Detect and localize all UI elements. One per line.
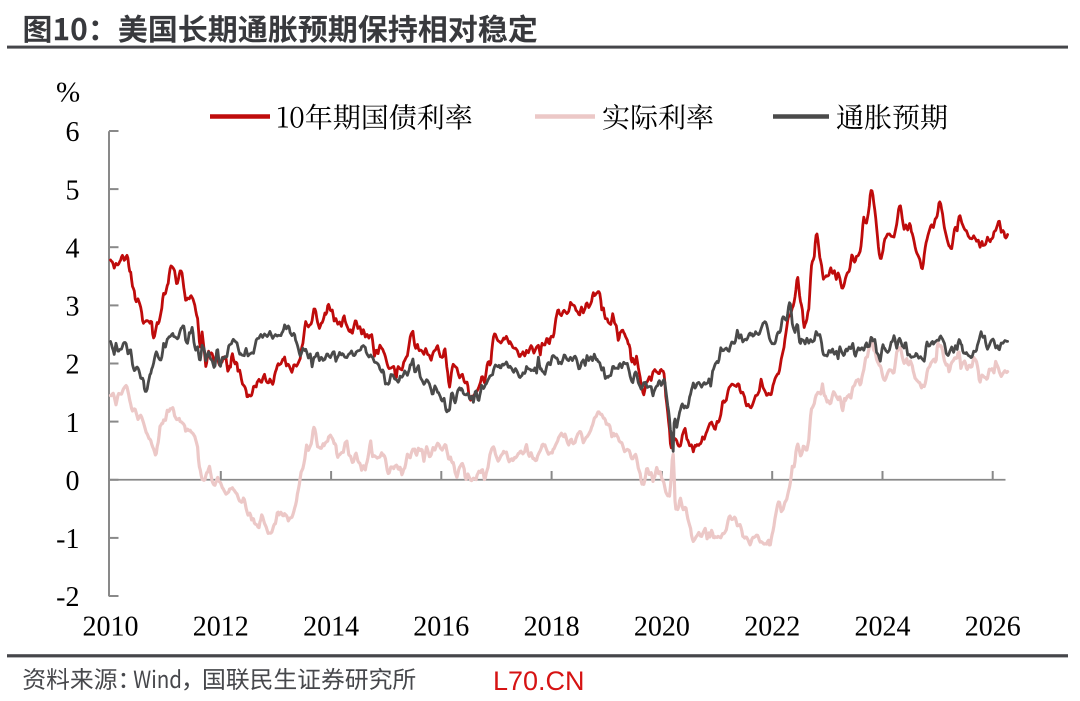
- svg-text:2022: 2022: [744, 612, 800, 643]
- svg-text:6: 6: [66, 117, 80, 148]
- svg-text:3: 3: [66, 292, 80, 323]
- svg-text:1: 1: [66, 408, 80, 439]
- svg-text:2020: 2020: [634, 612, 690, 643]
- svg-text:2010: 2010: [83, 612, 139, 643]
- svg-text:2024: 2024: [855, 612, 911, 643]
- svg-text:2018: 2018: [524, 612, 580, 643]
- svg-text:2016: 2016: [413, 612, 469, 643]
- svg-text:0: 0: [66, 466, 80, 497]
- svg-text:2012: 2012: [193, 612, 249, 643]
- svg-text:2026: 2026: [965, 612, 1021, 643]
- svg-text:2014: 2014: [303, 612, 359, 643]
- svg-text:-2: -2: [56, 582, 79, 613]
- svg-text:%: %: [56, 77, 80, 109]
- svg-text:4: 4: [66, 233, 80, 264]
- svg-text:2: 2: [66, 350, 80, 381]
- svg-text:5: 5: [66, 175, 80, 206]
- svg-text:L70.CN: L70.CN: [493, 666, 585, 696]
- svg-text:-1: -1: [56, 524, 79, 555]
